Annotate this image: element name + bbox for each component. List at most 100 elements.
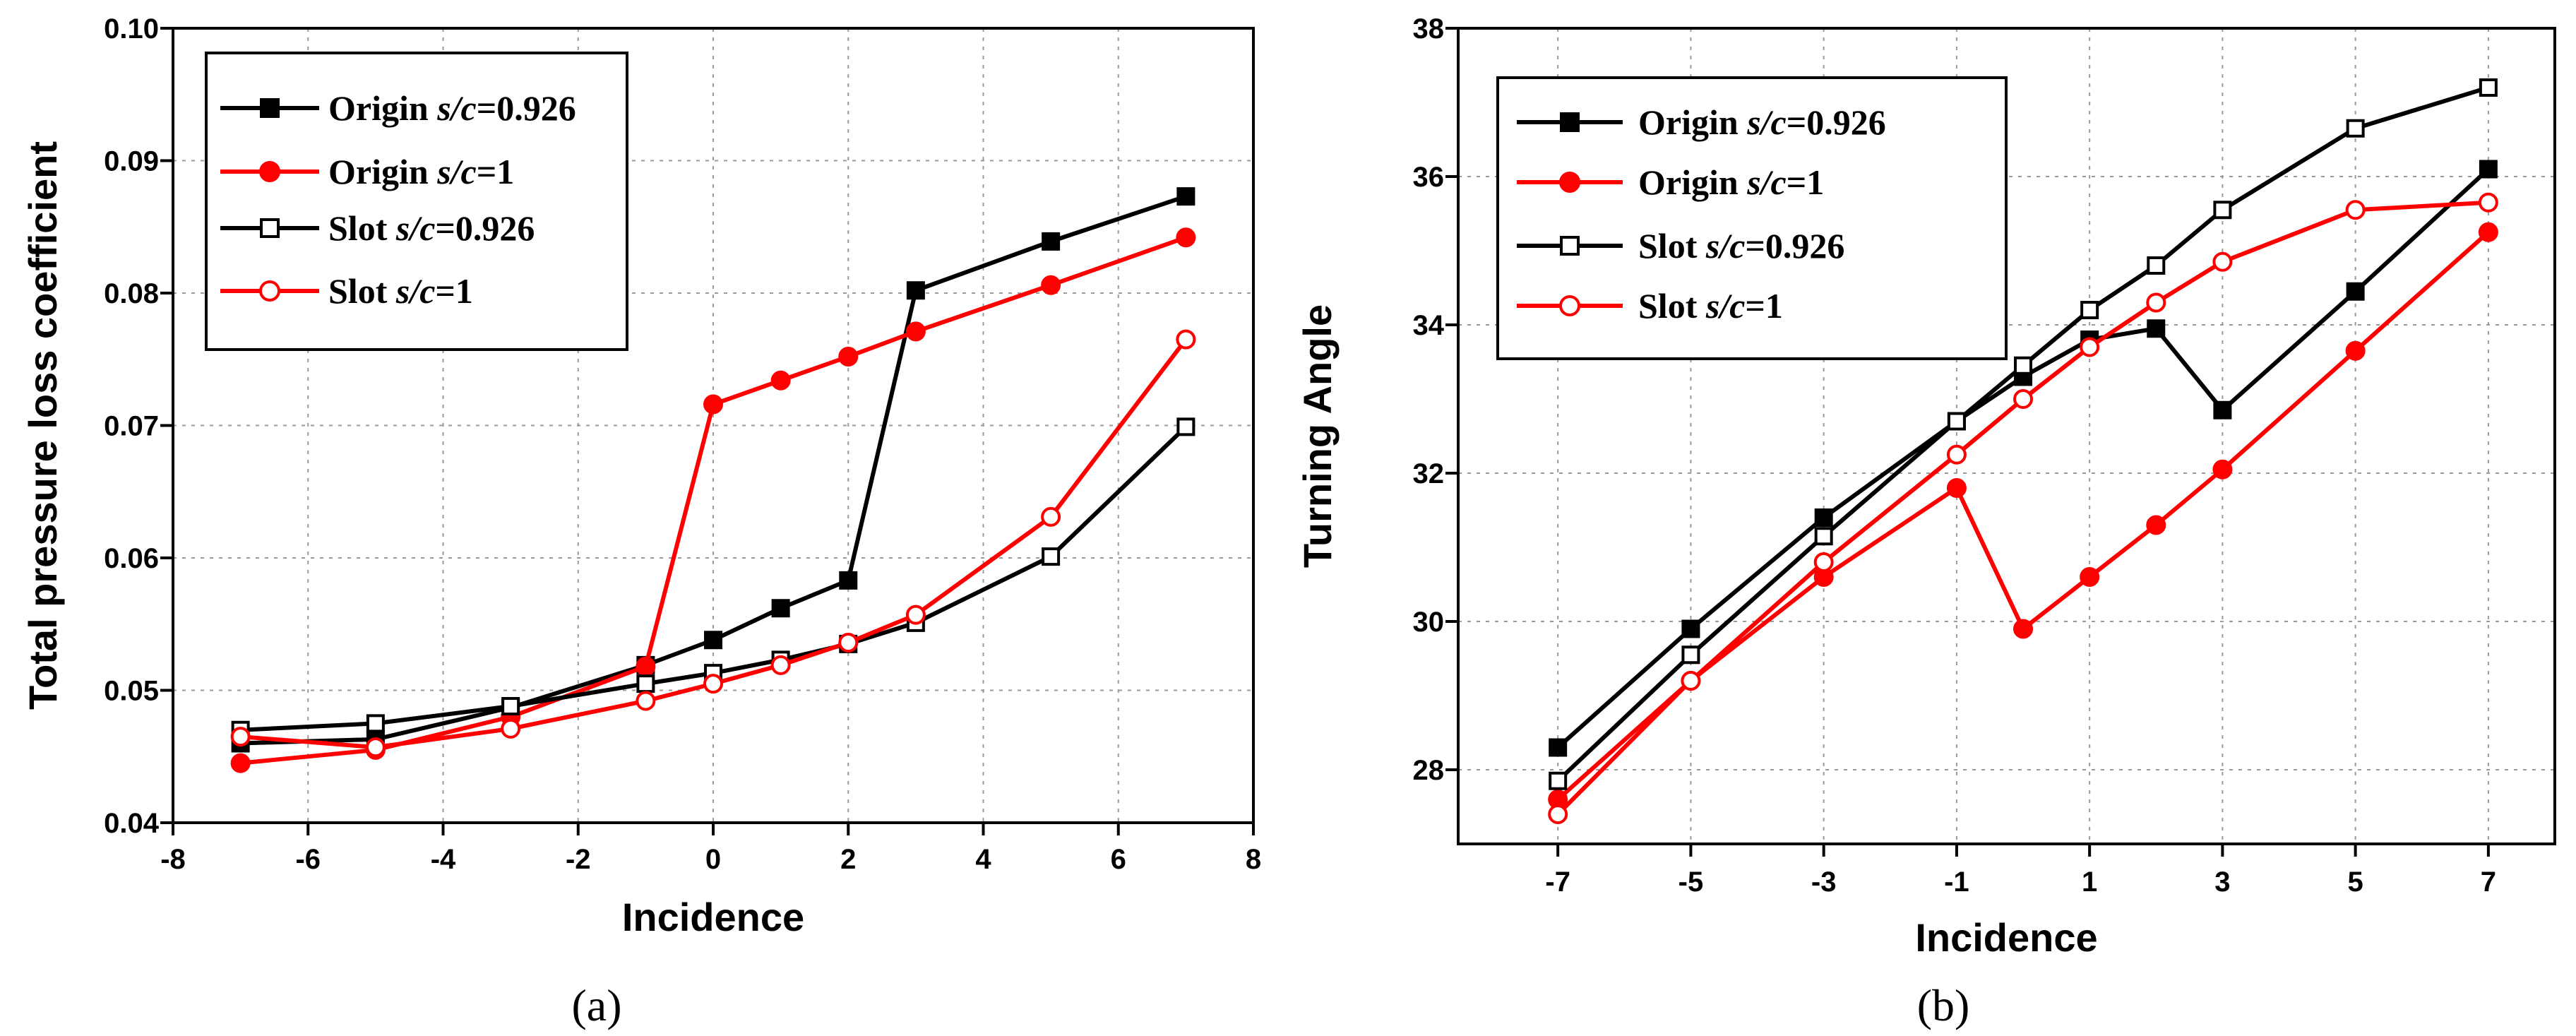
data-point	[2146, 515, 2166, 535]
series-line	[240, 235, 1187, 766]
y-tick-label: 32	[1413, 458, 1445, 489]
legend-label: Slot s/c=0.926	[1638, 226, 1844, 266]
data-point	[771, 599, 790, 618]
y-tick-label: 30	[1413, 607, 1445, 638]
series-line	[240, 338, 1188, 750]
data-point	[2080, 301, 2099, 319]
data-point	[2346, 119, 2365, 138]
data-point	[1813, 552, 1834, 572]
legend-label-name: Origin	[328, 152, 437, 191]
series-line	[1556, 200, 2489, 816]
x-axis-ticks: -7 -5 -3 -1 1 3 5 7	[1545, 844, 2496, 898]
data-point	[1814, 508, 1833, 527]
data-point	[838, 633, 859, 653]
x-tick-label: 6	[1111, 844, 1126, 875]
data-point	[1176, 329, 1196, 350]
data-point	[1549, 738, 1568, 757]
series-line	[1556, 85, 2489, 782]
data-point	[2080, 567, 2100, 587]
data-point	[2478, 192, 2498, 213]
legend-label: Origin s/c=0.926	[1638, 102, 1886, 142]
data-point	[838, 347, 859, 367]
data-point	[260, 98, 280, 118]
data-point	[230, 727, 251, 747]
x-tick-label: 2	[840, 844, 856, 875]
data-point	[1176, 417, 1195, 436]
data-point	[230, 753, 251, 773]
data-point	[2212, 459, 2233, 480]
data-point	[2146, 292, 2166, 313]
legend-label-value: =0.926	[1787, 102, 1886, 142]
series-line	[240, 194, 1187, 746]
data-point	[1560, 112, 1580, 132]
data-point	[2147, 256, 2166, 275]
legend-label-name: Origin	[1638, 102, 1747, 142]
data-point	[2479, 160, 2498, 179]
legend-item: Slot s/c=1	[220, 271, 473, 311]
data-point	[905, 321, 926, 342]
legend-item: Origin s/c=0.926	[220, 88, 576, 128]
panel-caption: (b)	[1917, 980, 1970, 1030]
y-tick-label: 28	[1413, 755, 1445, 786]
data-point	[704, 631, 722, 650]
x-tick-label: -4	[431, 844, 456, 875]
data-point	[1559, 172, 1580, 193]
chart-panel-a: -8 -6 -4 -2 0 2 4 6 8 0.04 0.05 0.06 0.07 0.08 0.09 0.1…	[20, 13, 1261, 1030]
legend-label: Origin s/c=1	[328, 152, 514, 191]
data-point	[2346, 282, 2365, 301]
y-tick-label: 0.08	[104, 278, 159, 309]
legend-label-value: =0.926	[477, 88, 576, 128]
legend-label-value: =1	[1787, 162, 1825, 202]
legend-label-italic: s/c	[436, 152, 477, 191]
data-point	[366, 714, 385, 733]
legend-label-italic: s/c	[1746, 102, 1787, 142]
data-point	[365, 737, 386, 758]
legend-box	[1496, 76, 2008, 360]
x-tick-label: 5	[2348, 867, 2363, 898]
data-point	[2013, 389, 2034, 409]
legend-label-italic: s/c	[395, 271, 436, 311]
legend-label-name: Origin	[1638, 162, 1747, 202]
x-axis-label: Incidence	[1915, 915, 2097, 960]
data-point	[1681, 645, 1700, 665]
data-point	[770, 370, 791, 391]
data-point	[2013, 619, 2034, 639]
chart-panel-b: -7 -5 -3 -1 1 3 5 7 28 30 32 34 36 38 Incidence Turning…	[1295, 13, 2556, 1030]
data-point	[1042, 547, 1061, 566]
legend-label: Origin s/c=1	[1638, 162, 1824, 202]
x-tick-label: 1	[2082, 867, 2097, 898]
y-axis-label: Turning Angle	[1295, 304, 1340, 568]
data-point	[2213, 201, 2232, 220]
x-tick-label: -8	[160, 844, 186, 875]
panel-caption: (a)	[571, 980, 621, 1030]
legend-label-name: Slot	[1638, 286, 1706, 326]
legend-label: Slot s/c=0.926	[328, 208, 535, 248]
data-point	[259, 280, 280, 302]
x-tick-label: 3	[2214, 867, 2230, 898]
legend-label-italic: s/c	[436, 88, 477, 128]
legend-label: Slot s/c=1	[1638, 286, 1783, 326]
data-point	[636, 674, 655, 693]
data-point	[1041, 506, 1061, 527]
legend-label-value: =1	[477, 152, 515, 191]
data-point	[260, 218, 280, 238]
legend-label-italic: s/c	[1705, 286, 1746, 326]
y-tick-label: 0.04	[104, 808, 160, 839]
series-line	[1556, 167, 2490, 749]
data-point	[906, 281, 925, 300]
legend-label-value: =0.926	[435, 208, 535, 248]
data-point	[2345, 200, 2366, 220]
x-tick-label: -5	[1678, 867, 1704, 898]
data-point	[1548, 804, 1568, 824]
data-point	[636, 691, 656, 711]
legend-label-name: Slot	[328, 271, 396, 311]
data-point	[1946, 478, 1967, 498]
legend-item: Slot s/c=0.926	[220, 208, 535, 248]
data-point	[2345, 340, 2366, 361]
x-axis-label: Incidence	[622, 895, 804, 939]
y-tick-label: 38	[1413, 13, 1445, 44]
data-point	[1946, 444, 1967, 465]
series-line	[1556, 230, 2490, 802]
y-tick-label: 0.06	[104, 543, 159, 574]
